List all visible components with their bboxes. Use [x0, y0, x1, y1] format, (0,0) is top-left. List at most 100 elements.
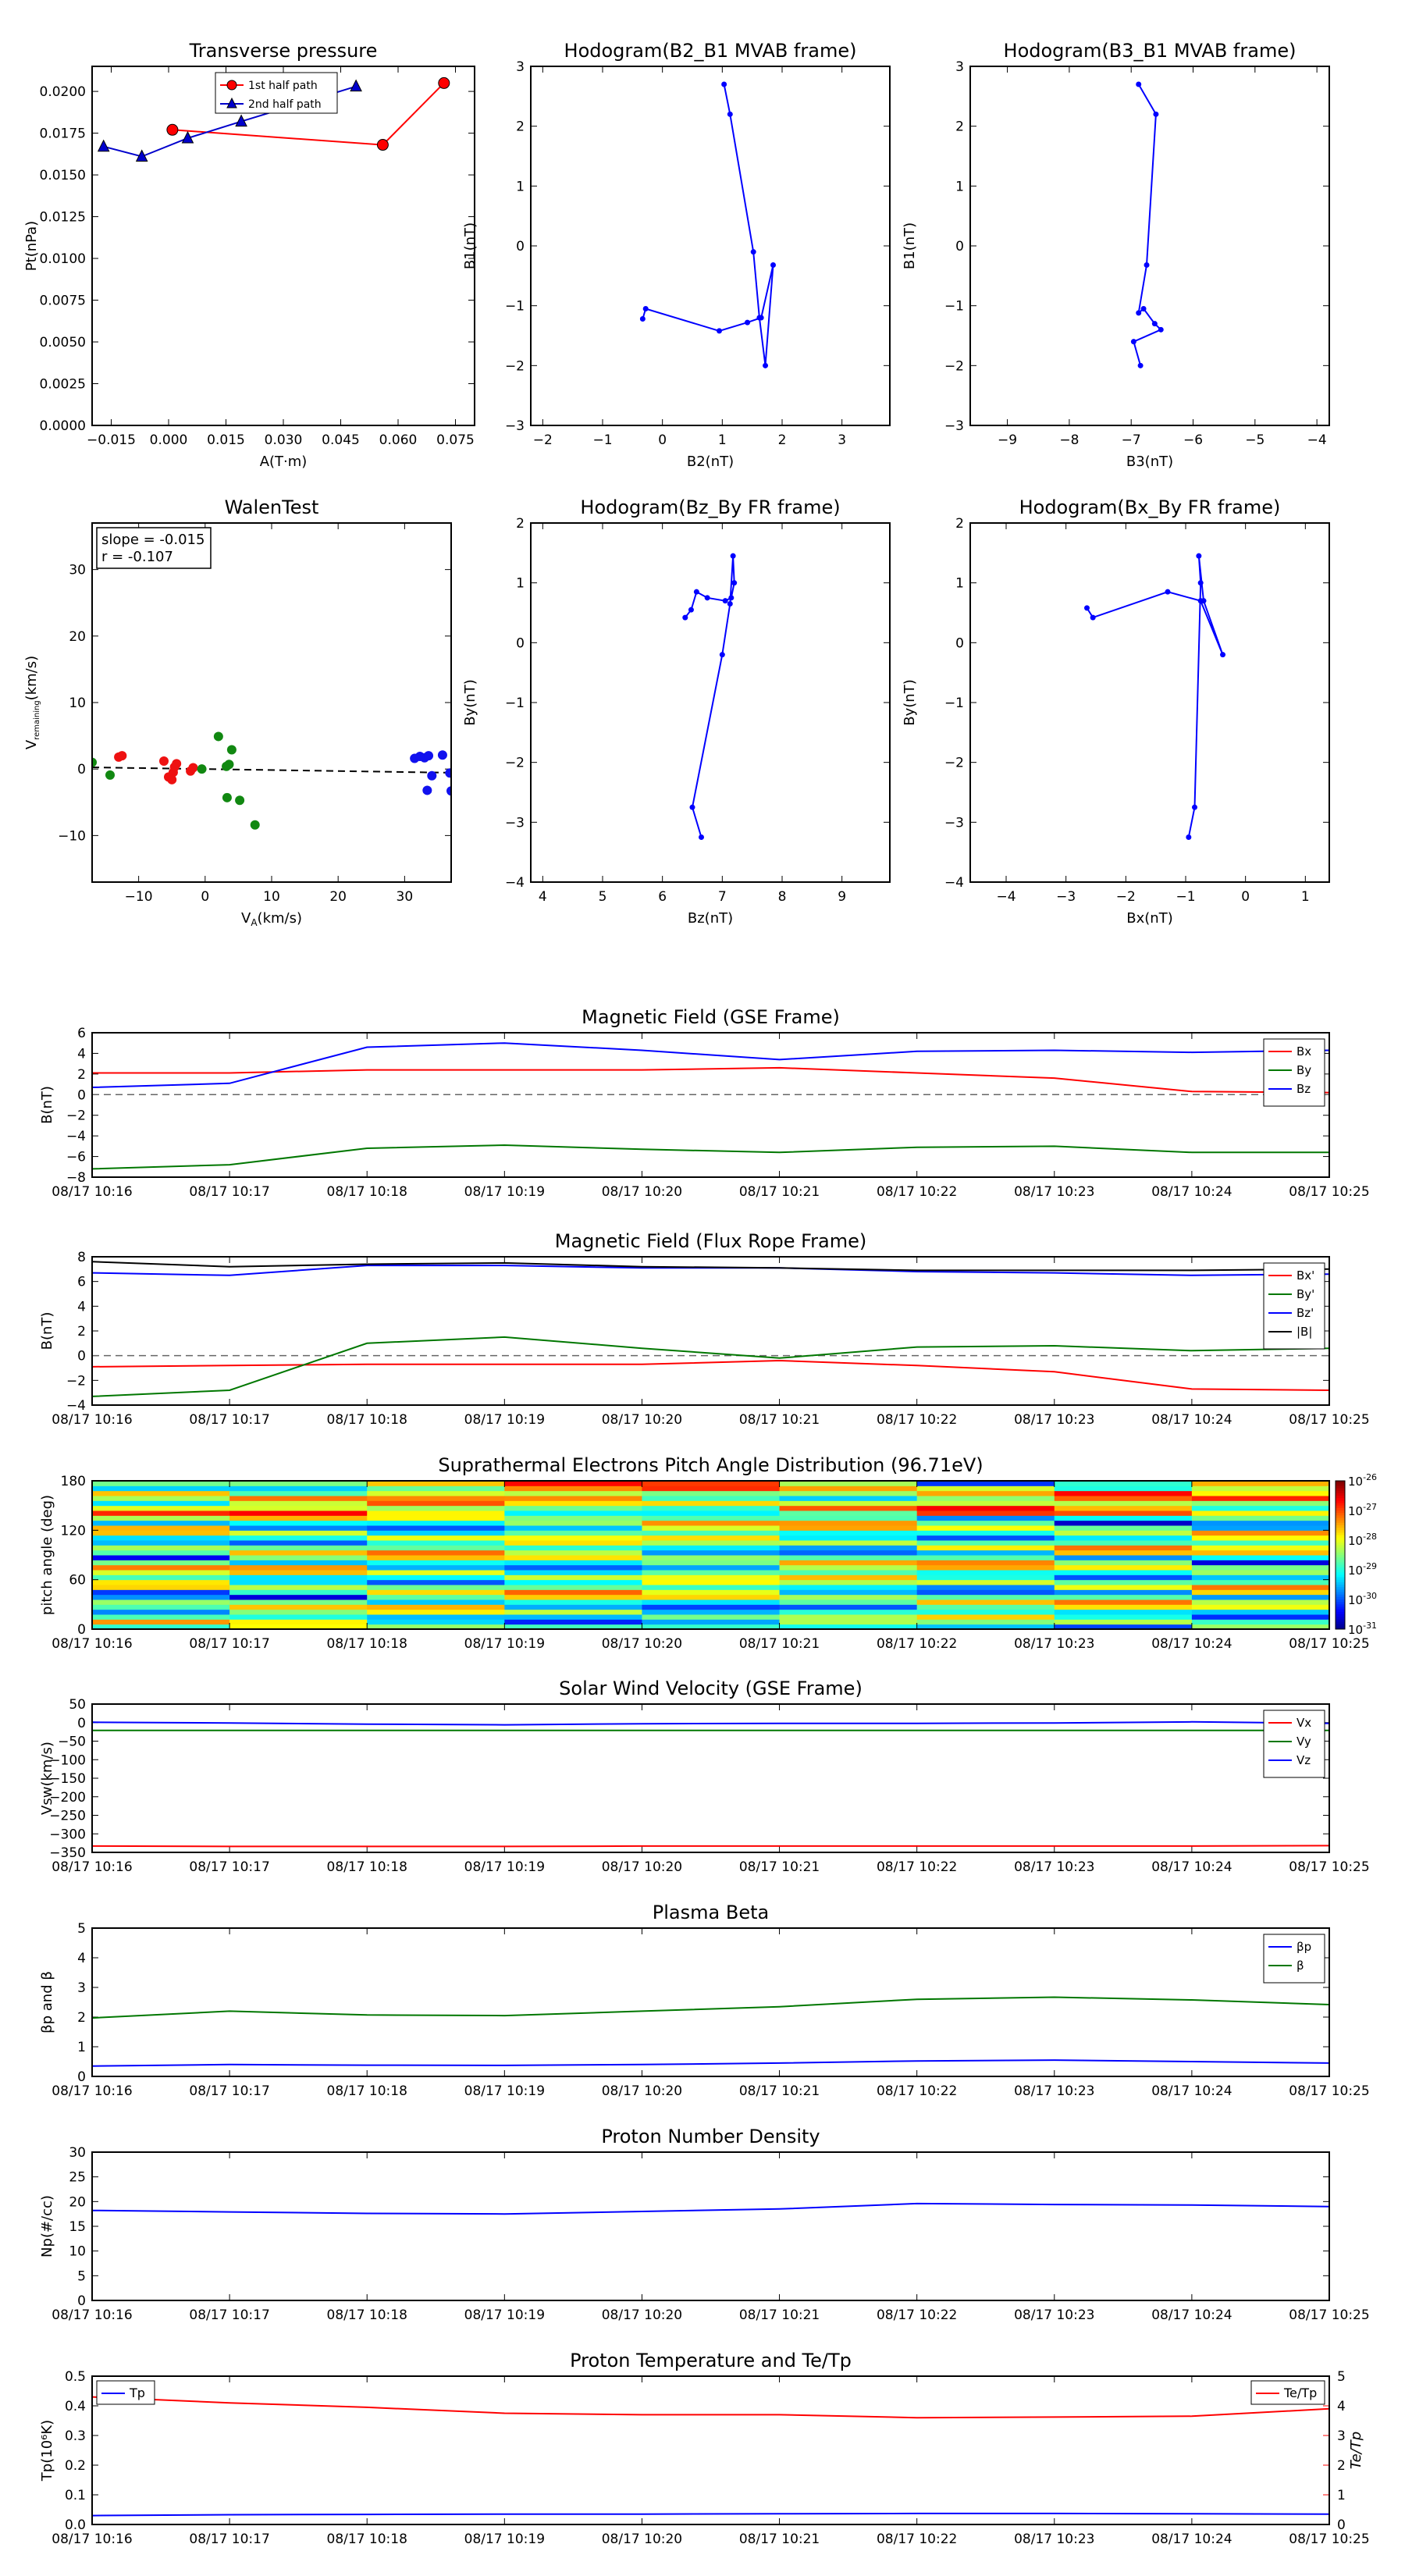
- chart-bgse: Magnetic Field (GSE Frame) −8 −6 −4 −2 0 2 4 6 08…: [39, 1006, 1370, 1200]
- y-tick-label: 1: [516, 179, 525, 194]
- y-tick-label: −150: [49, 1771, 86, 1787]
- x-axis-label: VA(km/s): [241, 910, 302, 928]
- y-tick-label: −50: [58, 1735, 86, 1750]
- y-tick-label: 0.0100: [40, 251, 86, 267]
- series-line: [92, 2202, 1329, 2215]
- x-tick-label: 08/17 10:20: [602, 2307, 682, 2323]
- y-tick-label: −2: [944, 756, 964, 771]
- chart-title: Plasma Beta: [653, 1902, 769, 1923]
- chart-tp: Transverse pressure 0.0000 0.0025 0.0050 0.0…: [23, 40, 475, 470]
- y-tick-label: 0.0000: [40, 418, 86, 434]
- legend-label: Vy: [1297, 1735, 1311, 1749]
- y-tick-label: 5: [77, 1921, 86, 1937]
- x-tick-label: 2: [778, 432, 787, 448]
- data-point: [1136, 81, 1142, 87]
- legend-label: Vx: [1297, 1716, 1311, 1730]
- y-tick-label: 2: [955, 119, 964, 135]
- x-tick-label: 08/17 10:21: [739, 1859, 820, 1875]
- x-tick-label: 08/17 10:17: [189, 1859, 269, 1875]
- y-tick-label: −3: [505, 418, 525, 434]
- y-tick-label: −350: [49, 1845, 86, 1861]
- y-tick-label: −3: [944, 815, 964, 831]
- x-tick-label: 0.030: [265, 432, 303, 448]
- y-tick-label: 0: [77, 762, 86, 777]
- data-point: [437, 750, 447, 760]
- y-tick-label: −4: [66, 1129, 86, 1144]
- x-tick-label: 08/17 10:16: [52, 2083, 132, 2099]
- legend: Bx' By' Bz' |B|: [1263, 1262, 1325, 1350]
- chart-walen: WalenTest −10 0 10 20 30 −10 0 10 20 30 VA(km/s) Vre…: [23, 496, 452, 928]
- legend-frame: [1263, 1038, 1325, 1107]
- data-point: [250, 820, 260, 830]
- y-right-tick-label: 2: [1337, 2458, 1346, 2474]
- data-point: [438, 76, 450, 89]
- x-tick-label: 08/17 10:20: [602, 1859, 682, 1875]
- chart-title: Magnetic Field (Flux Rope Frame): [555, 1230, 866, 1252]
- data-point: [1144, 262, 1150, 269]
- x-tick-label: 08/17 10:23: [1014, 2532, 1094, 2547]
- data-point: [719, 652, 725, 658]
- y-tick-label: 0.0150: [40, 168, 86, 183]
- y-tick-label: 0.0025: [40, 377, 86, 393]
- x-tick-label: −4: [1307, 432, 1327, 448]
- x-tick-label: 08/17 10:20: [602, 1412, 682, 1428]
- data-point: [197, 764, 207, 774]
- data-point: [1136, 310, 1142, 316]
- x-tick-label: 08/17 10:21: [739, 1412, 820, 1428]
- series-line: [92, 2396, 1329, 2419]
- x-tick-label: 5: [599, 889, 607, 905]
- data-point: [1158, 326, 1164, 333]
- y-tick-label: −200: [49, 1790, 86, 1806]
- data-point: [224, 760, 234, 770]
- y-axis-label: B(nT): [39, 1312, 55, 1350]
- data-point: [1220, 652, 1226, 658]
- x-tick-label: 0: [1241, 889, 1250, 905]
- legend-marker: [226, 80, 237, 91]
- data-point: [1153, 111, 1159, 117]
- data-point: [770, 262, 776, 269]
- y-tick-label: −8: [66, 1170, 86, 1186]
- legend-label: Te/Tp: [1283, 2386, 1317, 2400]
- y-tick-label: 1: [77, 2040, 86, 2055]
- x-tick-label: 08/17 10:25: [1289, 1412, 1369, 1428]
- x-tick-label: 08/17 10:21: [739, 1636, 820, 1652]
- plot-frame: [91, 2151, 1330, 2301]
- data-point: [1196, 553, 1202, 559]
- x-tick-label: 08/17 10:17: [189, 1412, 269, 1428]
- x-tick-label: 08/17 10:22: [877, 2532, 957, 2547]
- x-tick-label: 08/17 10:24: [1151, 1636, 1232, 1652]
- data-point: [226, 745, 237, 755]
- y-tick-label: 15: [69, 2219, 86, 2235]
- series-line: [92, 1720, 1329, 1726]
- plot-frame: [530, 522, 891, 883]
- x-axis-label: Bx(nT): [1126, 910, 1172, 927]
- x-tick-label: 0.015: [207, 432, 245, 448]
- legend-label: |B|: [1297, 1325, 1312, 1339]
- x-tick-label: 9: [838, 889, 846, 905]
- series-line: [92, 1359, 1329, 1391]
- y-tick-label: −2: [505, 756, 525, 771]
- data-point: [350, 79, 362, 92]
- y-axis-label: B1(nT): [902, 222, 918, 269]
- x-tick-label: 08/17 10:25: [1289, 1859, 1369, 1875]
- y-tick-label: 0: [955, 239, 964, 254]
- plot-frame: [91, 1927, 1330, 2077]
- data-point: [376, 139, 389, 151]
- y-right-tick-label: 1: [1337, 2488, 1346, 2503]
- y-tick-label: 0.2: [65, 2458, 86, 2474]
- x-axis-label: Bz(nT): [688, 910, 733, 927]
- x-tick-label: 08/17 10:17: [189, 1184, 269, 1200]
- legend-label: Bx: [1297, 1044, 1311, 1059]
- x-tick-label: −2: [1116, 889, 1136, 905]
- x-tick-label: 08/17 10:16: [52, 2307, 132, 2323]
- y-tick-label: 4: [77, 1299, 86, 1315]
- data-point: [639, 316, 646, 322]
- x-tick-label: 08/17 10:24: [1151, 1859, 1232, 1875]
- x-tick-label: 30: [397, 889, 414, 905]
- y-axis-label: Tp(10⁶K): [39, 2420, 55, 2482]
- y-tick-label: 4: [77, 1951, 86, 1966]
- y-axis-label: B(nT): [39, 1086, 55, 1124]
- chart-h21: Hodogram(B2_B1 MVAB frame) −3 −2 −1 0 1 2 3 −2 −1…: [462, 40, 891, 470]
- y-tick-label: 50: [69, 1697, 86, 1713]
